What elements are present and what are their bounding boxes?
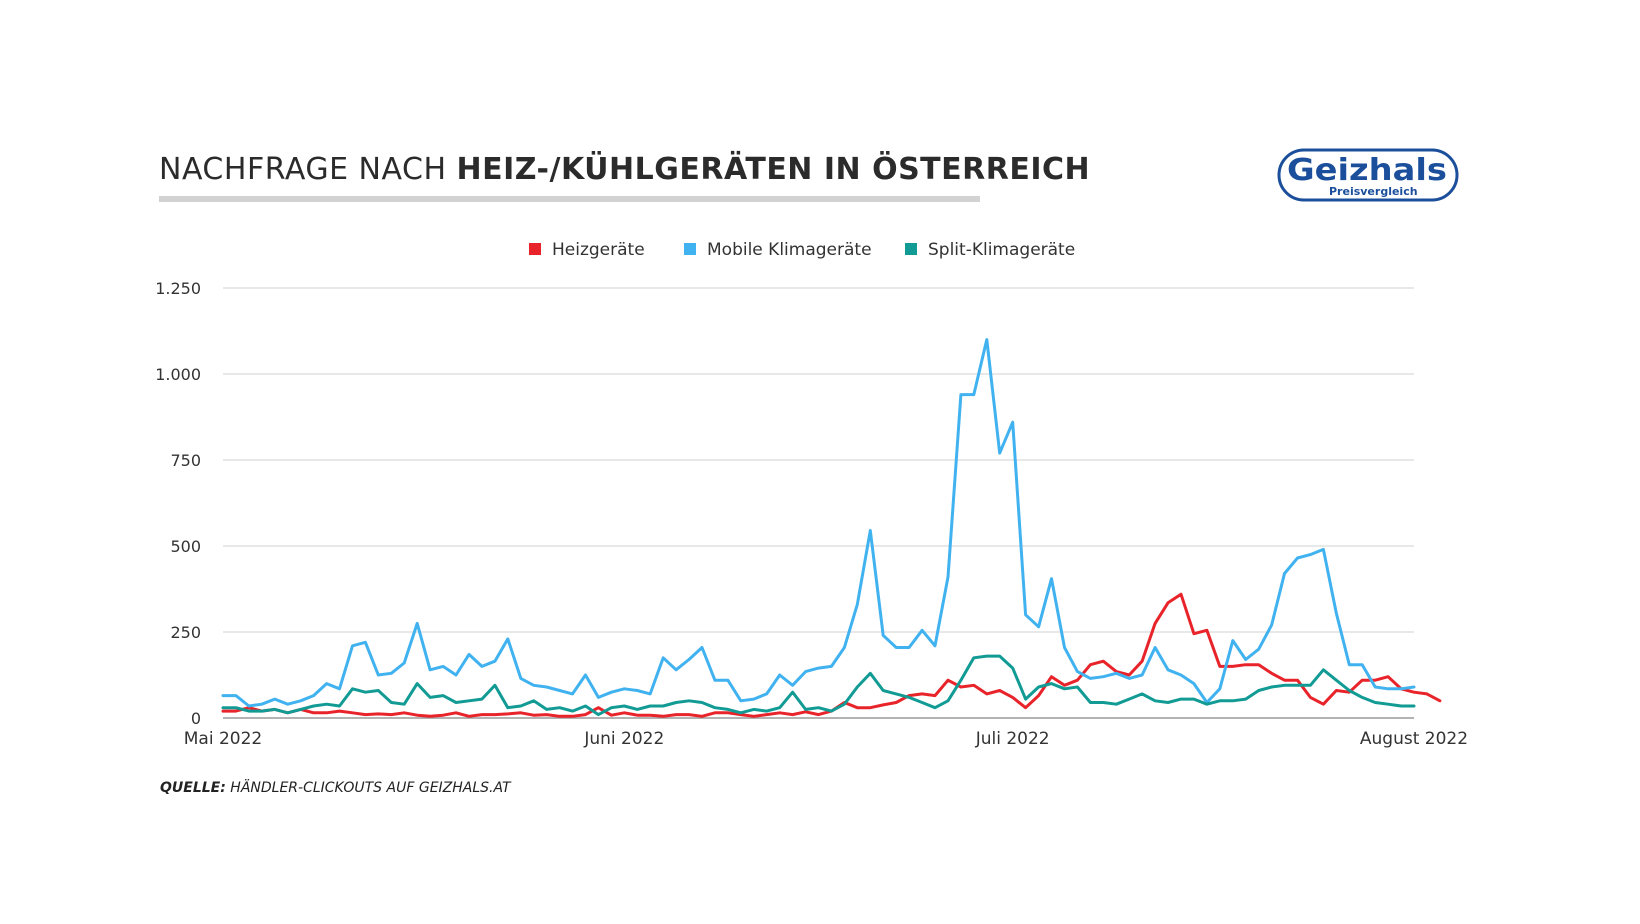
source-note: QUELLE: HÄNDLER-CLICKOUTS AUF GEIZHALS.A…: [160, 780, 511, 796]
chart-title-prefix: NACHFRAGE NACH: [159, 152, 457, 187]
source-text: HÄNDLER-CLICKOUTS AUF GEIZHALS.AT: [225, 780, 511, 796]
chart-title: NACHFRAGE NACH HEIZ-/KÜHLGERÄTEN IN ÖSTE…: [159, 152, 1090, 187]
legend-swatch-heizgeraete: [529, 243, 541, 255]
y-tick-label: 1.000: [155, 365, 201, 384]
title-underline: [159, 196, 980, 202]
legend-swatch-mobile-klimageraete: [684, 243, 696, 255]
y-tick-label: 750: [170, 451, 201, 470]
x-tick-label: Mai 2022: [184, 729, 262, 749]
chart-title-emphasis: HEIZ-/KÜHLGERÄTEN IN ÖSTERREICH: [456, 152, 1091, 187]
legend-label-heizgeraete: Heizgeräte: [552, 240, 645, 260]
series-line-1: [221, 338, 1416, 708]
y-tick-label: 250: [170, 623, 201, 642]
geizhals-logo: Geizhals Preisvergleich: [1277, 148, 1459, 202]
y-tick-label: 500: [170, 537, 201, 556]
legend-label-mobile-klimageraete: Mobile Klimageräte: [707, 240, 872, 260]
x-tick-label: Juni 2022: [583, 729, 664, 749]
legend-label-split-klimageraete: Split-Klimageräte: [928, 240, 1076, 260]
x-tick-label: Juli 2022: [975, 729, 1050, 749]
y-tick-label: 1.250: [155, 279, 201, 298]
series-line-2: [221, 654, 1416, 717]
source-label: QUELLE:: [160, 780, 226, 796]
legend-swatch-split-klimageraete: [905, 243, 917, 255]
logo-tagline: Preisvergleich: [1329, 185, 1418, 198]
y-tick-label: 0: [191, 709, 201, 728]
logo-wordmark: Geizhals: [1287, 153, 1447, 188]
x-tick-label: August 2022: [1360, 729, 1468, 749]
